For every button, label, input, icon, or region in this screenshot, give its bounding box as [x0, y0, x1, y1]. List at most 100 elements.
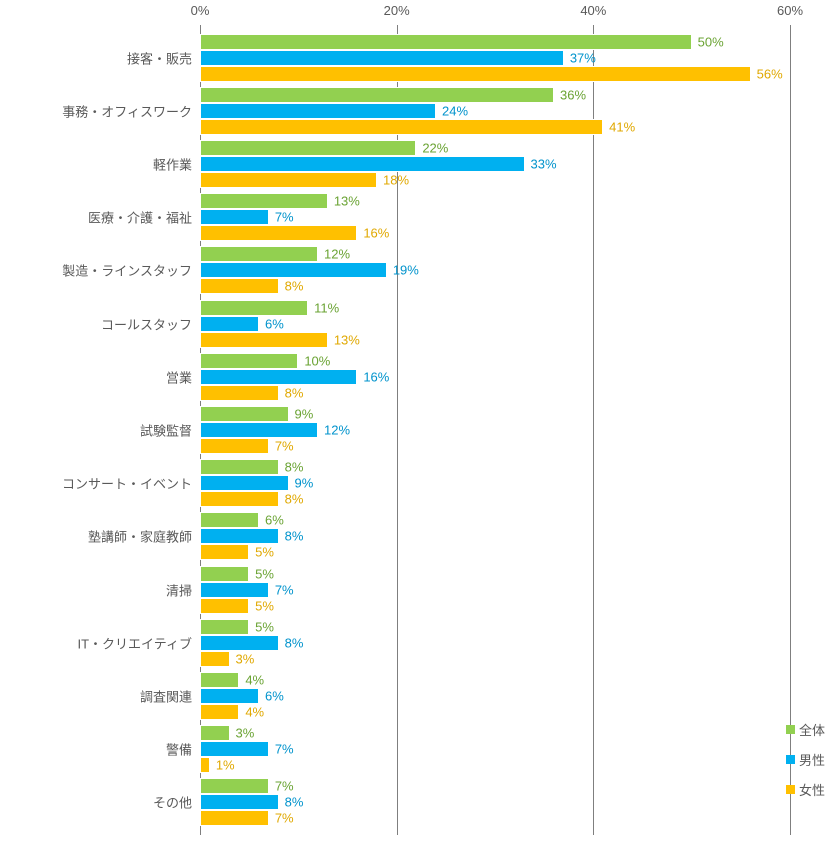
bar: [200, 406, 289, 422]
legend-item: 女性: [786, 780, 825, 799]
category-label: 営業: [166, 367, 200, 386]
value-label: 5%: [249, 566, 274, 581]
bar: [200, 794, 279, 810]
legend-swatch: [786, 755, 795, 764]
bar: [200, 209, 269, 225]
category-label: 調査関連: [140, 687, 200, 706]
value-label: 8%: [279, 385, 304, 400]
value-label: 7%: [269, 779, 294, 794]
category-label: コンサート・イベント: [62, 474, 200, 493]
legend-item: 男性: [786, 750, 825, 769]
x-tick-label: 20%: [384, 3, 410, 18]
category-label: その他: [153, 793, 200, 812]
value-label: 13%: [328, 332, 360, 347]
value-label: 3%: [230, 726, 255, 741]
bar: [200, 651, 230, 667]
value-label: 8%: [279, 492, 304, 507]
value-label: 12%: [318, 247, 350, 262]
bar: [200, 225, 357, 241]
bar: [200, 353, 298, 369]
value-label: 5%: [249, 598, 274, 613]
bar: [200, 704, 239, 720]
value-label: 8%: [279, 529, 304, 544]
value-label: 56%: [751, 66, 783, 81]
value-label: 4%: [239, 705, 264, 720]
value-label: 1%: [210, 758, 235, 773]
bar: [200, 422, 318, 438]
bar: [200, 156, 525, 172]
value-label: 5%: [249, 619, 274, 634]
bar: [200, 193, 328, 209]
bar: [200, 512, 259, 528]
bar: [200, 172, 377, 188]
value-label: 5%: [249, 545, 274, 560]
value-label: 6%: [259, 316, 284, 331]
value-label: 11%: [308, 300, 339, 315]
bar: [200, 459, 279, 475]
value-label: 9%: [289, 407, 314, 422]
gridline: [790, 25, 791, 835]
value-label: 24%: [436, 103, 468, 118]
value-label: 18%: [377, 173, 409, 188]
bar: [200, 725, 230, 741]
category-label: 試験監督: [140, 421, 200, 440]
value-label: 50%: [692, 34, 724, 49]
value-label: 7%: [269, 582, 294, 597]
category-label: IT・クリエイティブ: [77, 633, 200, 652]
legend-label: 全体: [799, 720, 825, 739]
bar: [200, 278, 279, 294]
bar: [200, 262, 387, 278]
bar: [200, 246, 318, 262]
bar: [200, 50, 564, 66]
plot-region: 0%20%40%60%接客・販売50%37%56%事務・オフィスワーク36%24…: [200, 25, 790, 835]
bar: [200, 119, 603, 135]
bar: [200, 688, 259, 704]
bar: [200, 438, 269, 454]
value-label: 8%: [279, 279, 304, 294]
bar: [200, 140, 416, 156]
value-label: 22%: [416, 141, 448, 156]
legend-label: 女性: [799, 780, 825, 799]
bar: [200, 34, 692, 50]
x-tick-label: 0%: [191, 3, 210, 18]
bar: [200, 66, 751, 82]
value-label: 7%: [269, 811, 294, 826]
bar: [200, 566, 249, 582]
legend-swatch: [786, 725, 795, 734]
value-label: 12%: [318, 423, 350, 438]
category-label: 医療・介護・福祉: [88, 208, 200, 227]
legend-item: 全体: [786, 720, 825, 739]
category-label: 軽作業: [153, 155, 200, 174]
bar: [200, 332, 328, 348]
bar: [200, 619, 249, 635]
value-label: 8%: [279, 460, 304, 475]
category-label: 清掃: [166, 580, 200, 599]
gridline: [593, 25, 594, 835]
bar: [200, 741, 269, 757]
bar: [200, 103, 436, 119]
value-label: 7%: [269, 742, 294, 757]
category-label: 製造・ラインスタッフ: [62, 261, 200, 280]
bar: [200, 528, 279, 544]
bar: [200, 757, 210, 773]
value-label: 6%: [259, 689, 284, 704]
value-label: 8%: [279, 635, 304, 650]
legend: 全体男性女性: [786, 720, 825, 810]
value-label: 16%: [357, 369, 389, 384]
bar: [200, 810, 269, 826]
legend-label: 男性: [799, 750, 825, 769]
bar: [200, 778, 269, 794]
bar: [200, 385, 279, 401]
bar: [200, 369, 357, 385]
category-label: 接客・販売: [127, 48, 200, 67]
bar: [200, 491, 279, 507]
legend-swatch: [786, 785, 795, 794]
bar: [200, 300, 308, 316]
value-label: 4%: [239, 673, 264, 688]
x-tick-label: 60%: [777, 3, 803, 18]
bar: [200, 635, 279, 651]
bar: [200, 582, 269, 598]
bar: [200, 316, 259, 332]
category-label: コールスタッフ: [101, 314, 200, 333]
bar: [200, 87, 554, 103]
